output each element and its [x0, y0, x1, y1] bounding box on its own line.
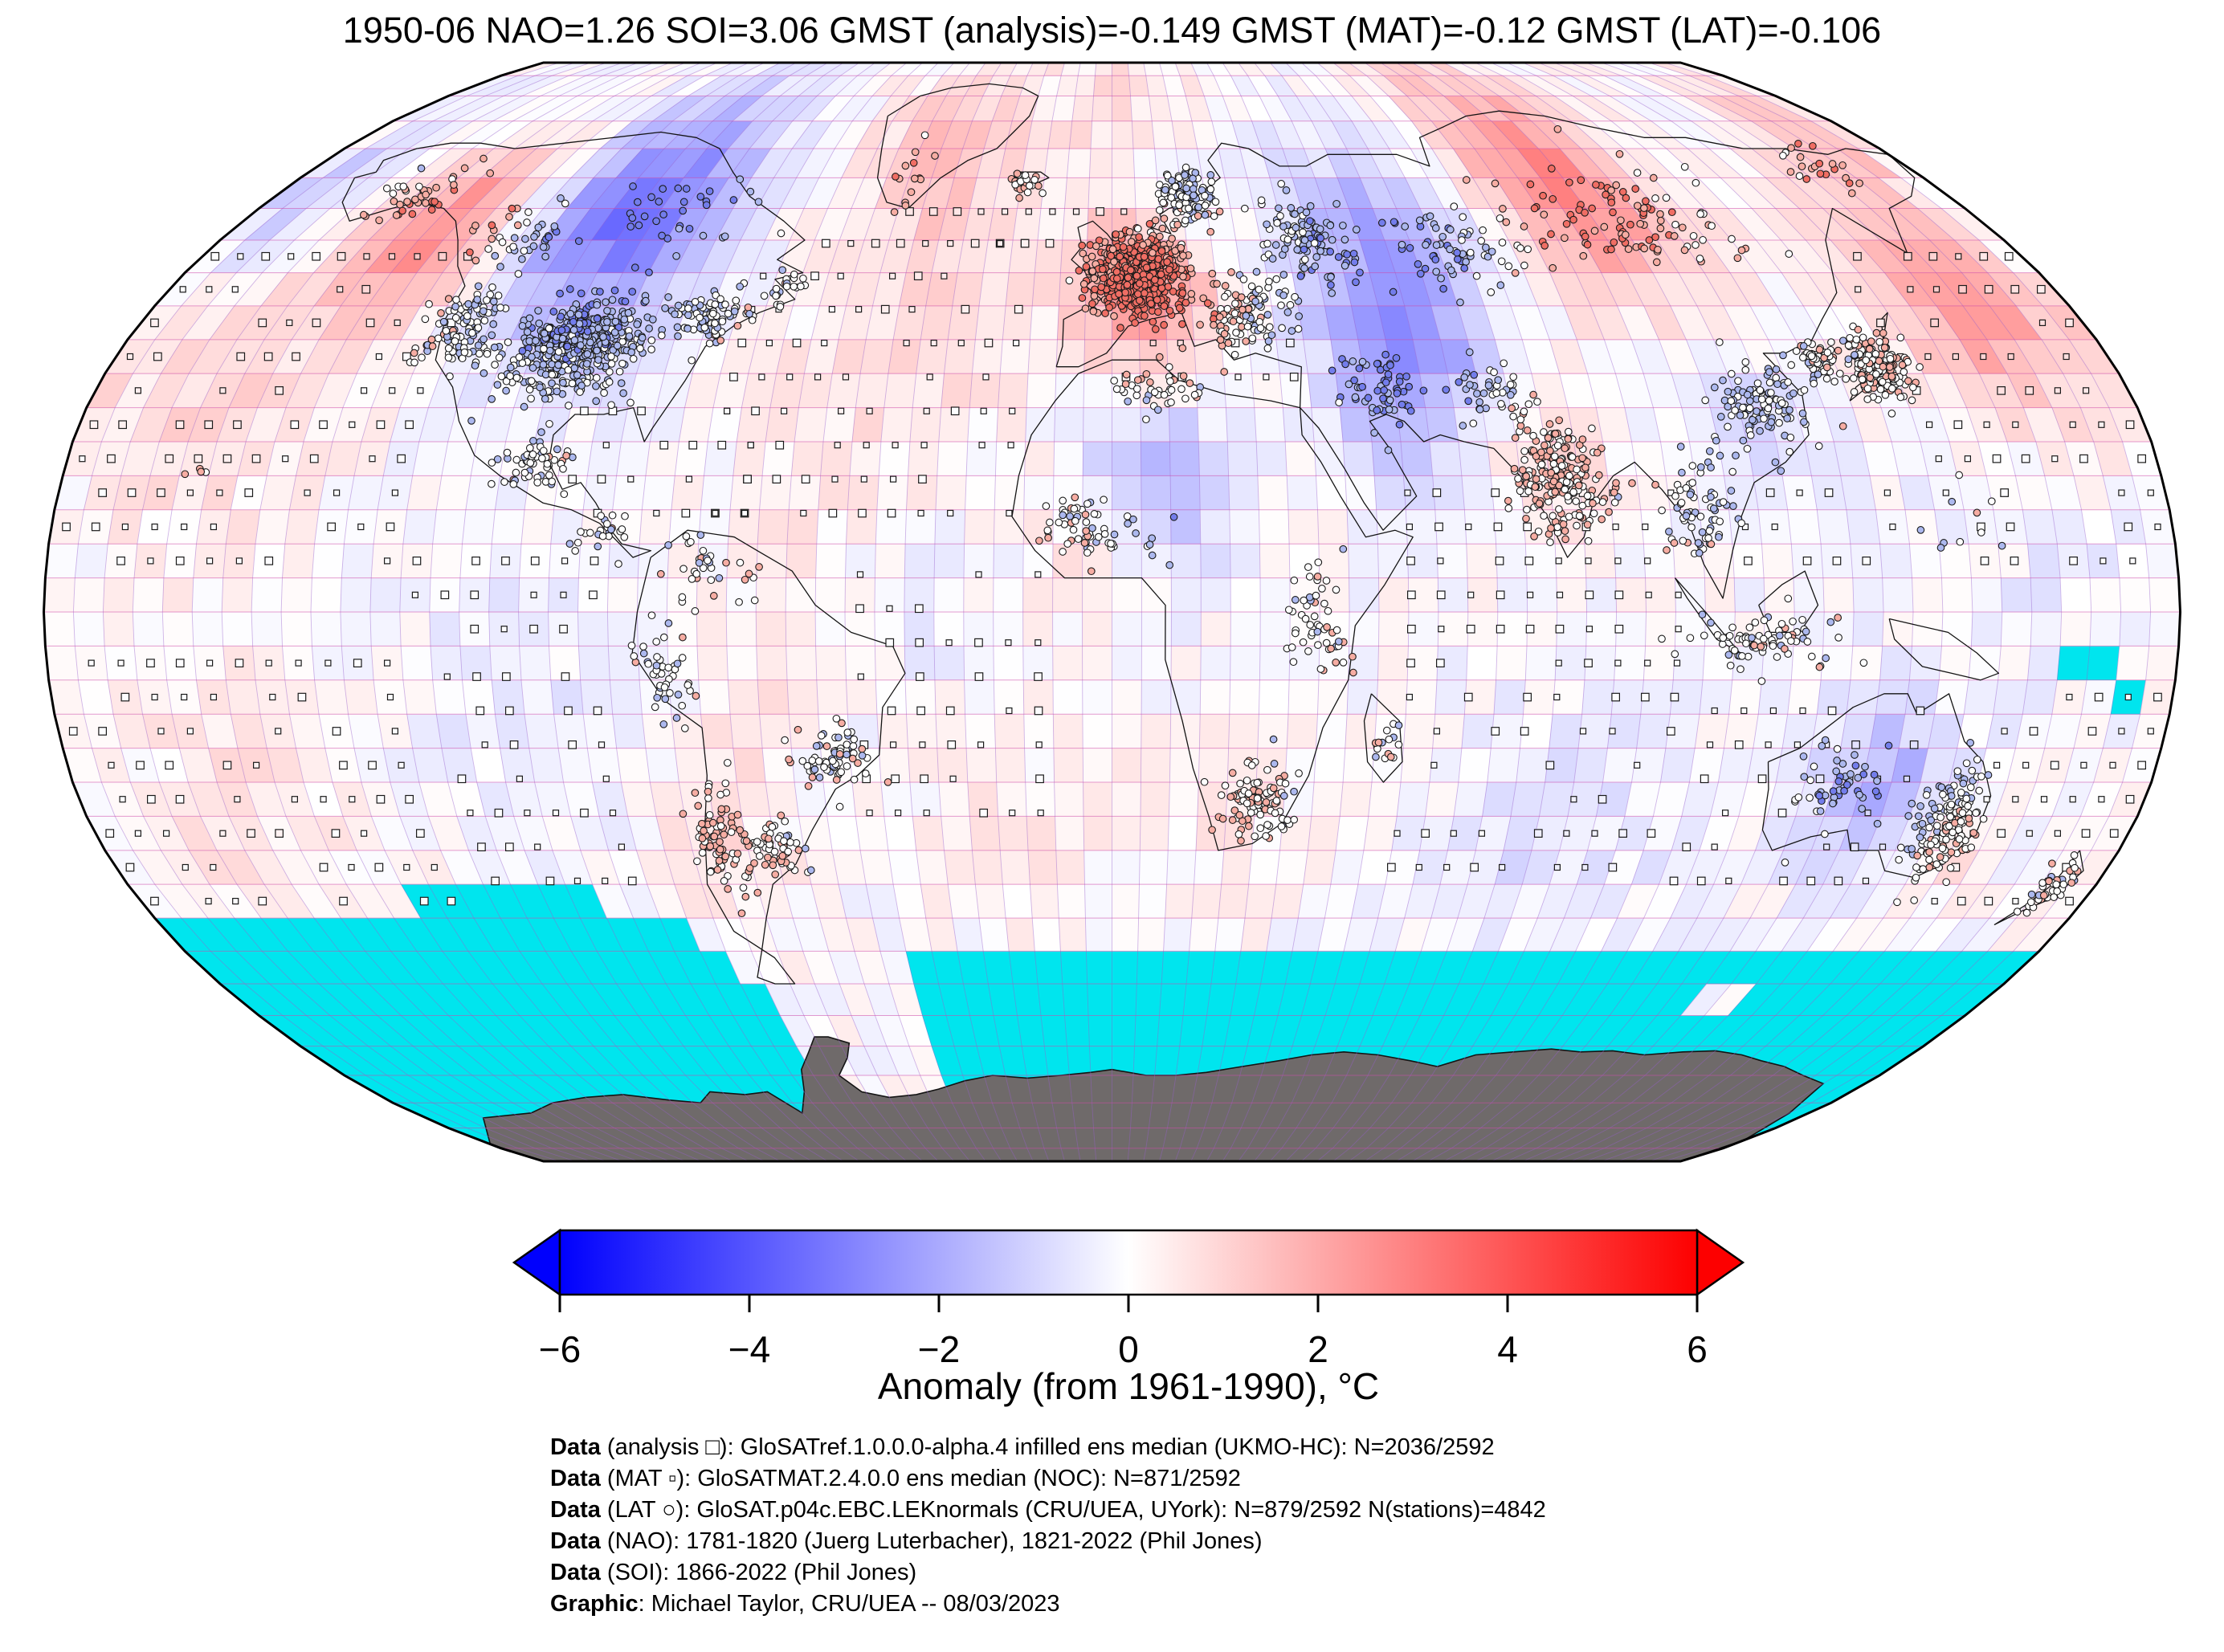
colorbar-tick-label: −6 — [539, 1328, 581, 1370]
colorbar-right-arrow — [1696, 1228, 1745, 1297]
colorbar-tick-label: 2 — [1308, 1328, 1328, 1370]
footnote-prefix: Data — [550, 1560, 601, 1585]
footnote-line: Data (LAT ○): GloSAT.p04c.EBC.LEKnormals… — [550, 1495, 1546, 1526]
footnote-prefix: Data — [550, 1466, 601, 1491]
footnote-prefix: Graphic — [550, 1591, 639, 1617]
colorbar-tick-label: 0 — [1118, 1328, 1139, 1370]
attribution-block: Data (analysis □): GloSATref.1.0.0.0-alp… — [550, 1432, 1546, 1620]
footnote-prefix: Data — [550, 1434, 601, 1460]
footnote-line: Data (analysis □): GloSATref.1.0.0.0-alp… — [550, 1432, 1546, 1463]
footnote-text: (LAT ○): GloSAT.p04c.EBC.LEKnormals (CRU… — [600, 1497, 1546, 1523]
footnote-line: Graphic: Michael Taylor, CRU/UEA -- 08/0… — [550, 1589, 1546, 1620]
colorbar-tick-label: −2 — [918, 1328, 960, 1370]
colorbar-tick-label: −4 — [728, 1328, 770, 1370]
footnote-text: (analysis □): GloSATref.1.0.0.0-alpha.4 … — [600, 1434, 1495, 1460]
colorbar: −6 −4 −2 0 2 4 6 Anomaly (from 1961-1990… — [512, 1228, 1745, 1407]
colorbar-axis-label: Anomaly (from 1961-1990), °C — [878, 1365, 1379, 1407]
colorbar-tick-label: 4 — [1497, 1328, 1518, 1370]
footnote-text: : Michael Taylor, CRU/UEA -- 08/03/2023 — [638, 1591, 1060, 1617]
footnote-prefix: Data — [550, 1528, 601, 1554]
footnote-text: (MAT ▫): GloSATMAT.2.4.0.0 ens median (N… — [600, 1466, 1241, 1491]
colorbar-left-arrow — [512, 1228, 561, 1297]
colorbar-ticks — [558, 1295, 1699, 1312]
world-anomaly-map — [42, 61, 2182, 1163]
footnote-line: Data (NAO): 1781-1820 (Juerg Luterbacher… — [550, 1526, 1546, 1557]
footnote-prefix: Data — [550, 1497, 601, 1523]
colorbar-gradient-bar — [558, 1229, 1699, 1296]
footnote-line: Data (MAT ▫): GloSATMAT.2.4.0.0 ens medi… — [550, 1463, 1546, 1495]
footnote-text: (NAO): 1781-1820 (Juerg Luterbacher), 18… — [600, 1528, 1263, 1554]
figure-title: 1950-06 NAO=1.26 SOI=3.06 GMST (analysis… — [342, 10, 1882, 51]
footnote-text: (SOI): 1866-2022 (Phil Jones) — [600, 1560, 917, 1585]
colorbar-tick-label: 6 — [1687, 1328, 1708, 1370]
footnote-line: Data (SOI): 1866-2022 (Phil Jones) — [550, 1557, 1546, 1589]
